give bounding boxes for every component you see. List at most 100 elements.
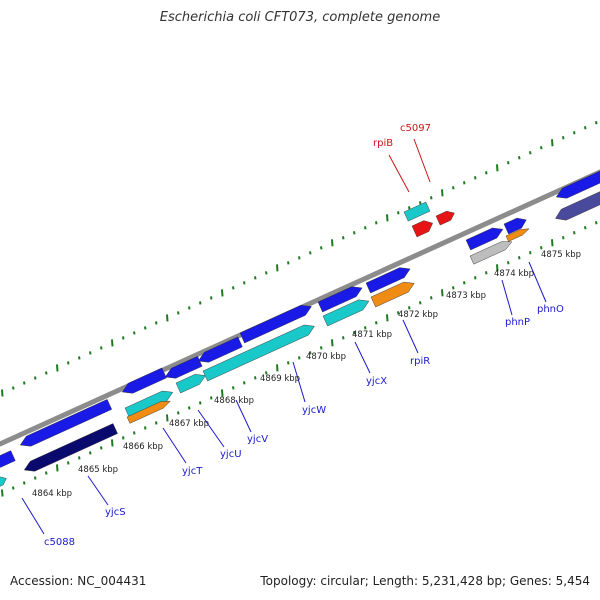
tick-mark [166, 414, 169, 422]
scale-label: 4871 kbp [352, 330, 392, 340]
leader-line [402, 319, 419, 354]
tick-mark [34, 476, 37, 480]
gene-arrow [239, 305, 312, 344]
tick-mark [45, 471, 48, 475]
tick-mark [133, 331, 136, 335]
tick-mark [122, 436, 125, 440]
gene-label: yjcX [366, 376, 387, 387]
tick-mark [430, 296, 433, 300]
tick-mark [584, 226, 587, 230]
tick-mark [56, 364, 59, 372]
gene-arrow [164, 355, 203, 379]
tick-mark [518, 256, 521, 260]
gene-label: yjcS [105, 507, 126, 518]
tick-mark [419, 201, 422, 205]
leader-line [413, 138, 431, 183]
tick-mark [89, 351, 92, 355]
gene-label: yjcT [182, 466, 203, 477]
scale-label: 4866 kbp [123, 442, 163, 452]
gene-arrow [23, 423, 118, 472]
tick-mark [287, 261, 290, 265]
tick-mark [595, 121, 598, 125]
tick-mark [419, 301, 422, 305]
gene-arrow [202, 324, 315, 382]
tick-mark [386, 214, 389, 222]
scale-labels: 4864 kbp 4865 kbp 4866 kbp 4867 kbp 4868 kbp… [32, 250, 581, 499]
tick-mark [540, 246, 543, 250]
tick-mark [397, 211, 400, 215]
gene-label: phnP [505, 317, 530, 328]
tick-mark [529, 151, 532, 155]
tick-mark [353, 331, 356, 335]
map-title: Escherichia coli CFT073, complete genome [159, 10, 441, 25]
tick-mark [100, 346, 103, 350]
tick-mark [386, 314, 389, 322]
gene-label: yjcW [302, 405, 326, 416]
gene-arrow [0, 450, 16, 468]
tick-mark [1, 389, 4, 397]
gene-arrow [197, 336, 243, 363]
tick-mark [265, 271, 268, 275]
gene-arrow [121, 367, 167, 394]
tick-mark [342, 336, 345, 340]
leader-line [21, 497, 45, 535]
tick-mark [100, 446, 103, 450]
tick-mark [595, 221, 598, 225]
tick-mark [375, 221, 378, 225]
tick-mark [320, 246, 323, 250]
tick-mark [34, 376, 37, 380]
tick-mark [78, 356, 81, 360]
tick-mark [507, 261, 510, 265]
topology-text: Topology: circular; Length: 5,231,428 bp… [260, 574, 590, 588]
leader-line [528, 261, 547, 303]
gene-arrow [175, 374, 206, 394]
tick-mark [408, 306, 411, 310]
tick-mark [397, 311, 400, 315]
tick-mark [45, 371, 48, 375]
tick-mark [562, 136, 565, 140]
scale-label: 4865 kbp [78, 465, 118, 475]
tick-mark [254, 376, 257, 380]
tick-mark [474, 276, 477, 280]
tick-mark [232, 386, 235, 390]
gene-arrow [469, 241, 513, 265]
tick-mark [463, 181, 466, 185]
scale-label: 4864 kbp [32, 489, 72, 499]
tick-mark [89, 451, 92, 455]
tick-mark [463, 281, 466, 285]
tick-mark [232, 286, 235, 290]
tick-mark [309, 351, 312, 355]
leader-line [235, 399, 252, 433]
tick-mark [12, 486, 15, 490]
tick-mark [188, 406, 191, 410]
leader-line [87, 475, 109, 506]
gene-arrow [403, 201, 431, 222]
tick-mark [485, 271, 488, 275]
leader-line [388, 154, 410, 193]
leader-line [501, 279, 513, 316]
tick-mark [221, 289, 224, 297]
tick-mark [309, 251, 312, 255]
tick-mark [166, 314, 169, 322]
gene-arrow [555, 166, 600, 199]
tick-mark [12, 386, 15, 390]
tick-mark [342, 236, 345, 240]
scale-label: 4870 kbp [306, 352, 346, 362]
tick-mark [265, 371, 268, 375]
gene-label: rpiB [373, 138, 393, 149]
tick-mark [287, 361, 290, 365]
tick-mark [364, 326, 367, 330]
tick-marks [1, 121, 598, 497]
tick-mark [408, 206, 411, 210]
gene-arrow [322, 299, 370, 327]
tick-mark [331, 339, 334, 347]
tick-mark [353, 231, 356, 235]
tick-mark [188, 306, 191, 310]
tick-mark [441, 189, 444, 197]
tick-mark [551, 239, 554, 247]
gene-arrow [411, 220, 433, 238]
tick-mark [155, 421, 158, 425]
gene-label: c5088 [44, 537, 75, 548]
tick-mark [144, 326, 147, 330]
